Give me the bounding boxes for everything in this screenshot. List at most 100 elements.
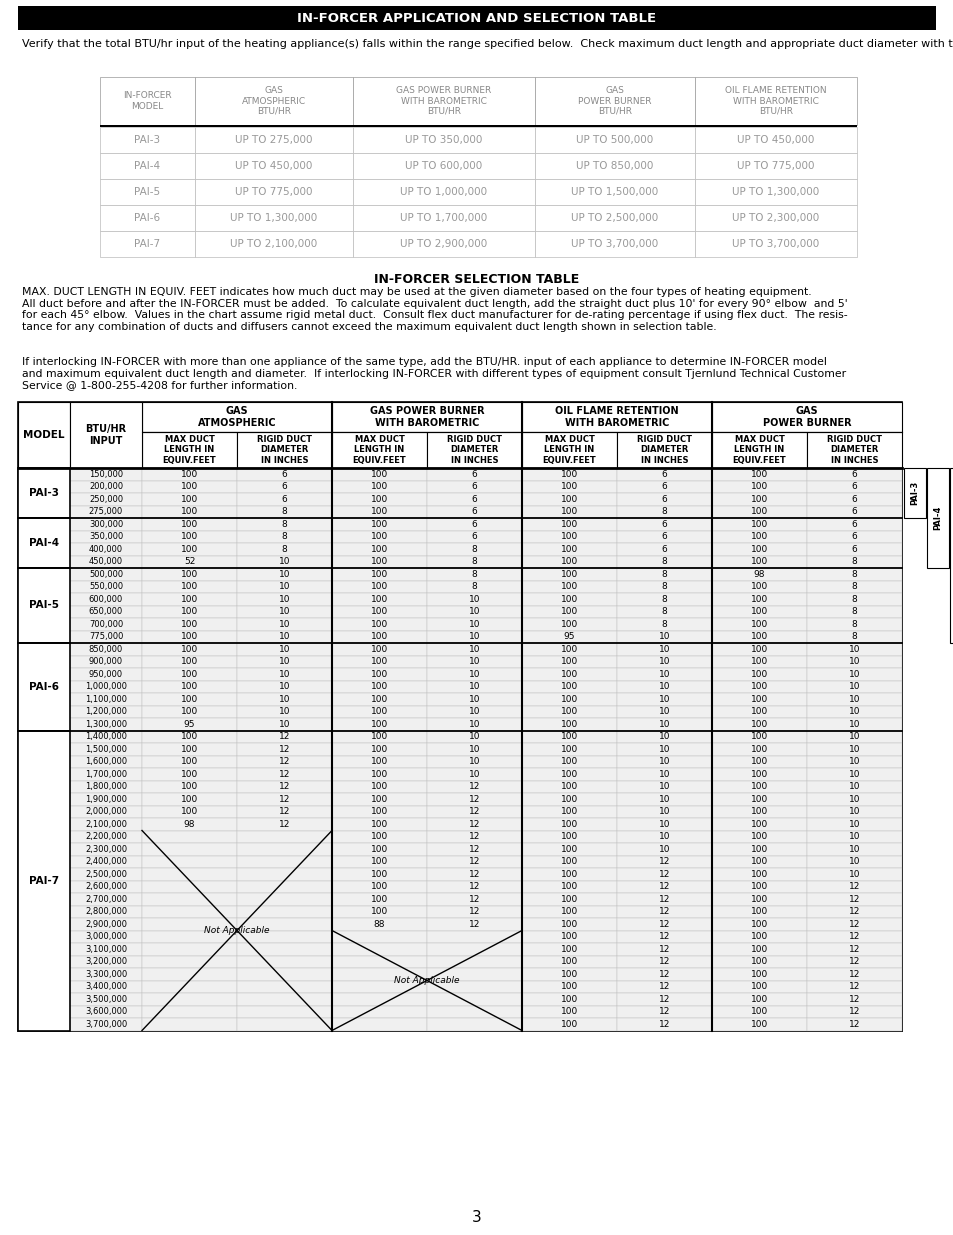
- Bar: [236, 693, 332, 705]
- Text: 8: 8: [851, 632, 857, 641]
- Text: Not Applicable: Not Applicable: [394, 976, 459, 986]
- Bar: [427, 981, 521, 993]
- Text: PAI-6: PAI-6: [29, 682, 59, 692]
- Text: UP TO 2,500,000: UP TO 2,500,000: [571, 212, 658, 224]
- Bar: [70, 718, 142, 730]
- Text: 100: 100: [181, 757, 198, 766]
- Text: 10: 10: [468, 695, 479, 704]
- Bar: [521, 680, 617, 693]
- Bar: [806, 1018, 901, 1030]
- Text: UP TO 1,300,000: UP TO 1,300,000: [230, 212, 317, 224]
- Bar: [18, 568, 70, 580]
- Text: 100: 100: [750, 894, 767, 904]
- Bar: [142, 805, 236, 818]
- Bar: [695, 179, 856, 205]
- Text: 100: 100: [181, 669, 198, 679]
- Text: 10: 10: [468, 769, 479, 779]
- Bar: [521, 730, 617, 743]
- Text: 10: 10: [278, 708, 290, 716]
- Bar: [18, 517, 70, 568]
- Bar: [427, 1005, 521, 1018]
- Text: 10: 10: [848, 745, 860, 753]
- Bar: [711, 756, 806, 768]
- Bar: [142, 517, 236, 531]
- Bar: [142, 893, 236, 905]
- Bar: [142, 1018, 236, 1030]
- Text: OIL FLAME RETENTION
WITH BAROMETRIC: OIL FLAME RETENTION WITH BAROMETRIC: [555, 406, 679, 427]
- Text: 100: 100: [750, 882, 767, 892]
- Text: 6: 6: [471, 469, 476, 479]
- Text: 10: 10: [659, 795, 670, 804]
- Bar: [711, 768, 806, 781]
- Bar: [18, 956, 70, 968]
- Bar: [617, 968, 711, 981]
- Text: 100: 100: [181, 732, 198, 741]
- Bar: [236, 781, 332, 793]
- Bar: [353, 231, 535, 257]
- Bar: [806, 593, 901, 605]
- Bar: [236, 956, 332, 968]
- Bar: [332, 656, 427, 668]
- Bar: [142, 905, 236, 918]
- Bar: [521, 718, 617, 730]
- Bar: [332, 730, 427, 743]
- Text: 100: 100: [750, 582, 767, 592]
- Text: 6: 6: [281, 495, 287, 504]
- Bar: [70, 981, 142, 993]
- Text: 100: 100: [181, 745, 198, 753]
- Bar: [236, 918, 332, 930]
- Bar: [332, 981, 427, 993]
- Text: 100: 100: [181, 632, 198, 641]
- Bar: [70, 403, 142, 468]
- Bar: [711, 968, 806, 981]
- Text: 100: 100: [560, 708, 578, 716]
- Bar: [806, 718, 901, 730]
- Bar: [236, 618, 332, 631]
- Bar: [427, 856, 521, 868]
- Bar: [194, 77, 353, 125]
- Bar: [142, 618, 236, 631]
- Text: 88: 88: [374, 920, 385, 929]
- Bar: [100, 179, 194, 205]
- Text: 100: 100: [371, 832, 388, 841]
- Bar: [18, 568, 70, 643]
- Bar: [70, 818, 142, 830]
- Bar: [236, 768, 332, 781]
- Text: 98: 98: [184, 820, 195, 829]
- Text: 100: 100: [560, 957, 578, 966]
- Bar: [695, 205, 856, 231]
- Text: 400,000: 400,000: [89, 545, 123, 553]
- Bar: [521, 844, 617, 856]
- Bar: [142, 993, 236, 1005]
- Bar: [142, 743, 236, 756]
- Text: PAI-6: PAI-6: [134, 212, 160, 224]
- Text: 8: 8: [851, 595, 857, 604]
- Bar: [711, 981, 806, 993]
- Bar: [617, 893, 711, 905]
- Bar: [521, 805, 617, 818]
- Bar: [18, 531, 70, 543]
- Bar: [236, 868, 332, 881]
- Bar: [332, 643, 427, 656]
- Bar: [70, 993, 142, 1005]
- Bar: [70, 517, 142, 531]
- Bar: [806, 705, 901, 718]
- Text: 100: 100: [371, 732, 388, 741]
- Text: 10: 10: [468, 657, 479, 666]
- Text: PAI-4: PAI-4: [29, 538, 59, 548]
- Bar: [806, 568, 901, 580]
- Text: 100: 100: [181, 657, 198, 666]
- Text: MODEL: MODEL: [23, 430, 65, 440]
- Bar: [617, 505, 711, 517]
- Text: 100: 100: [181, 708, 198, 716]
- Bar: [535, 205, 695, 231]
- Bar: [18, 905, 70, 918]
- Bar: [236, 856, 332, 868]
- Bar: [236, 893, 332, 905]
- Text: 100: 100: [750, 820, 767, 829]
- Bar: [427, 656, 521, 668]
- Bar: [332, 693, 427, 705]
- Bar: [332, 868, 427, 881]
- Text: 100: 100: [750, 932, 767, 941]
- Bar: [332, 432, 427, 468]
